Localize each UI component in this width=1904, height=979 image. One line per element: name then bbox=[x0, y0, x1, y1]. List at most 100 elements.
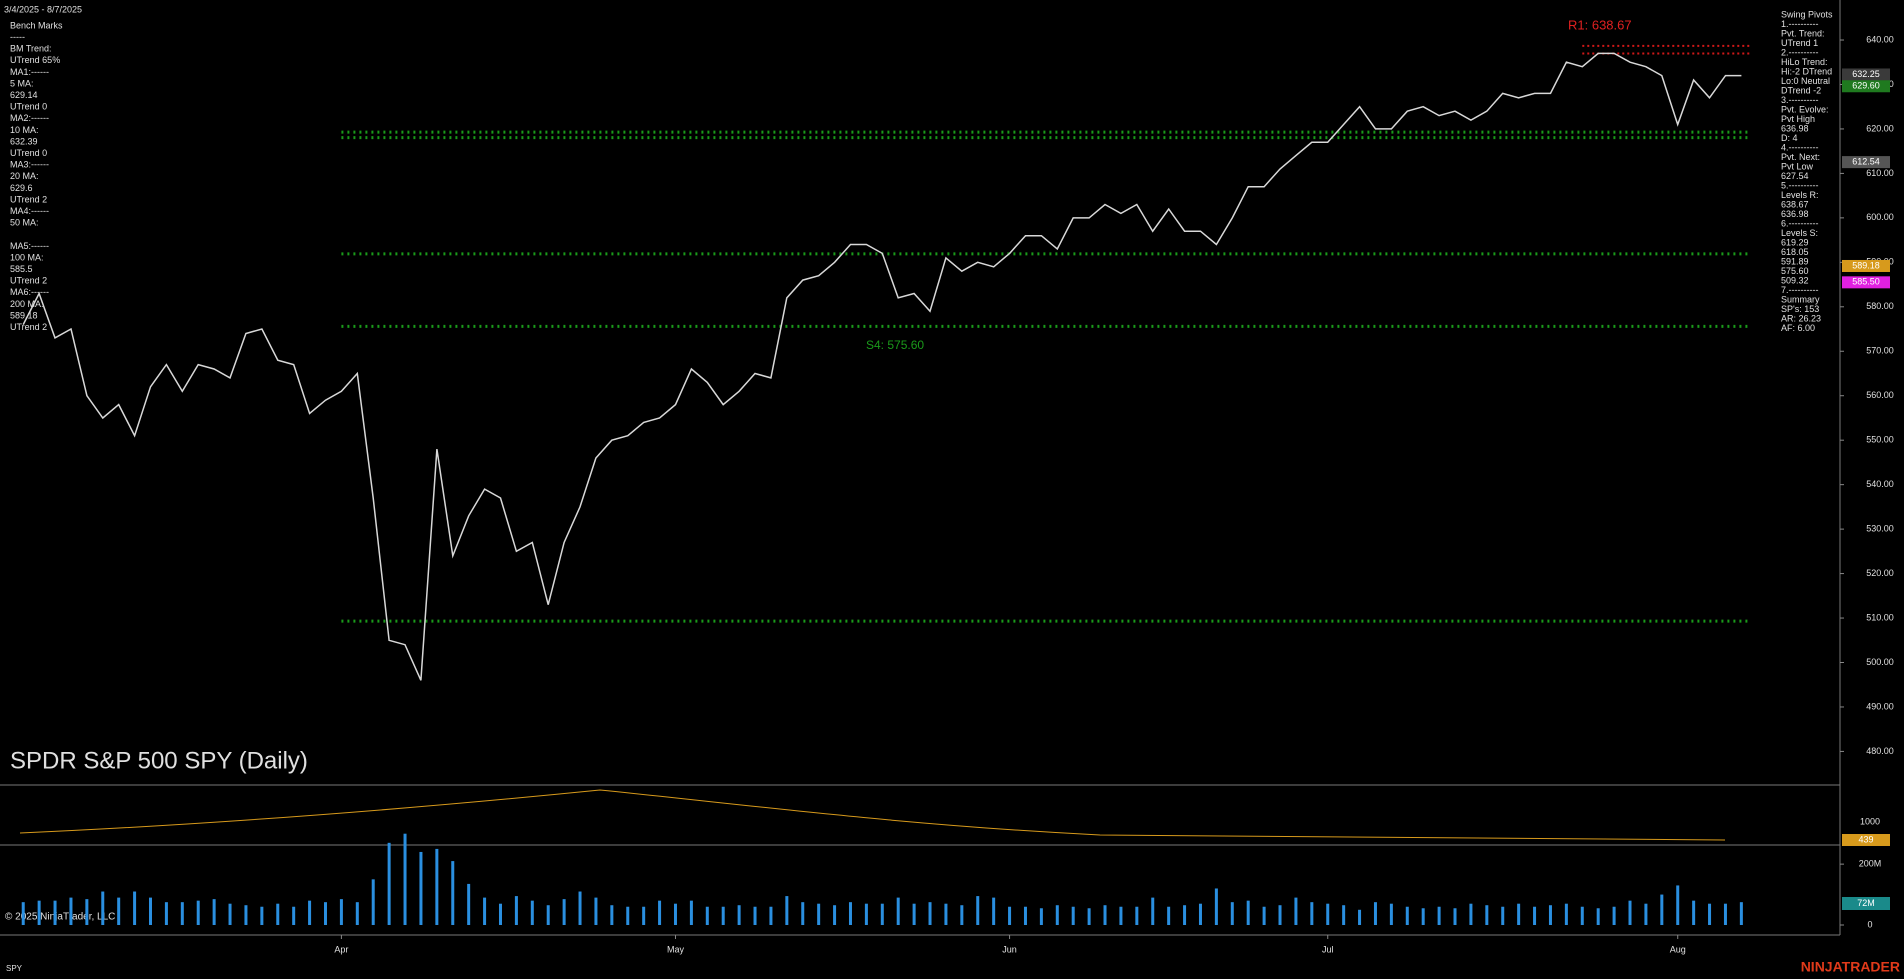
volume-bar bbox=[896, 897, 900, 925]
pivot-text: 509.32 bbox=[1781, 275, 1809, 285]
volume-bar bbox=[1644, 903, 1648, 925]
volume-bar bbox=[864, 903, 868, 925]
volume-bar bbox=[1183, 905, 1187, 925]
pivot-text: Lo:0 Neutral bbox=[1781, 76, 1830, 86]
pivot-text: HiLo Trend: bbox=[1781, 57, 1828, 67]
volume-bar bbox=[164, 902, 168, 925]
volume-bar bbox=[1676, 885, 1680, 925]
volume-bar bbox=[721, 906, 725, 925]
benchmark-text: UTrend 0 bbox=[10, 148, 47, 158]
benchmark-text: 200 MA: bbox=[10, 299, 44, 309]
price-tag-label: 585.50 bbox=[1852, 277, 1880, 287]
volume-bar bbox=[1405, 906, 1409, 925]
volume-bar bbox=[960, 905, 964, 925]
volume-bar bbox=[292, 906, 296, 925]
volume-bar bbox=[705, 906, 709, 925]
brand: NINJATRADER bbox=[1801, 959, 1900, 975]
volume-bar bbox=[21, 902, 25, 925]
indicator-tag bbox=[1842, 834, 1890, 846]
benchmark-text: 589.18 bbox=[10, 310, 38, 320]
volume-bar bbox=[1294, 897, 1298, 925]
volume-bar bbox=[673, 903, 677, 925]
volume-bar bbox=[1628, 900, 1632, 925]
volume-bar bbox=[1564, 903, 1568, 925]
volume-bar bbox=[992, 897, 996, 925]
y-tick-label: 540.00 bbox=[1866, 479, 1894, 489]
price-tag-label: 612.54 bbox=[1852, 156, 1880, 166]
volume-bar bbox=[1151, 897, 1155, 925]
pivot-text: 591.89 bbox=[1781, 256, 1809, 266]
price-tag bbox=[1842, 80, 1890, 93]
volume-bar bbox=[69, 897, 73, 925]
y-tick-label: 600.00 bbox=[1866, 212, 1894, 222]
volume-bar bbox=[498, 903, 502, 925]
volume-bar bbox=[1214, 888, 1218, 925]
volume-bar bbox=[1342, 905, 1346, 925]
pivot-text: UTrend 1 bbox=[1781, 38, 1818, 48]
volume-bar bbox=[1278, 905, 1282, 925]
y-tick-label: 530.00 bbox=[1866, 523, 1894, 533]
volume-bar bbox=[530, 900, 534, 925]
volume-bar bbox=[1071, 906, 1075, 925]
pivot-text: Pvt Low bbox=[1781, 161, 1814, 171]
pivot-text: 618.05 bbox=[1781, 247, 1809, 257]
volume-tick-label: 0 bbox=[1867, 919, 1872, 929]
y-tick-label: 570.00 bbox=[1866, 346, 1894, 356]
volume-bar bbox=[848, 902, 852, 925]
volume-bar bbox=[658, 900, 662, 925]
price-tag-label: 632.25 bbox=[1852, 69, 1880, 79]
y-tick-label: 620.00 bbox=[1866, 123, 1894, 133]
pivot-text: Summary bbox=[1781, 294, 1820, 304]
benchmark-text: MA5:------ bbox=[10, 241, 49, 251]
volume-bar bbox=[880, 903, 884, 925]
price-tag-label: 589.18 bbox=[1852, 260, 1880, 270]
price-tag-label: 629.60 bbox=[1852, 81, 1880, 91]
volume-bar bbox=[1533, 906, 1537, 925]
benchmark-text: MA2:------ bbox=[10, 113, 49, 123]
pivot-text: 627.54 bbox=[1781, 171, 1809, 181]
pivot-text: 4.---------- bbox=[1781, 142, 1818, 152]
volume-bar bbox=[1453, 908, 1457, 925]
volume-bar bbox=[594, 897, 598, 925]
s4-label: S4: 575.60 bbox=[866, 338, 924, 352]
benchmark-text: 5 MA: bbox=[10, 78, 34, 88]
x-tick-label: Jul bbox=[1322, 944, 1334, 954]
volume-bar bbox=[1023, 906, 1027, 925]
volume-bar bbox=[1739, 902, 1743, 925]
volume-bar bbox=[737, 905, 741, 925]
volume-bar bbox=[976, 896, 980, 925]
r1-label: R1: 638.67 bbox=[1568, 17, 1632, 32]
volume-bar bbox=[1501, 906, 1505, 925]
volume-bar bbox=[276, 903, 280, 925]
price-tag bbox=[1842, 276, 1890, 289]
benchmark-text: UTrend 65% bbox=[10, 55, 60, 65]
volume-bar bbox=[1262, 906, 1266, 925]
volume-tag bbox=[1842, 897, 1890, 910]
volume-bar bbox=[944, 903, 948, 925]
volume-tag-label: 72M bbox=[1857, 898, 1875, 908]
pivot-text: Pvt. Evolve: bbox=[1781, 104, 1829, 114]
volume-bar bbox=[1198, 903, 1202, 925]
volume-bar bbox=[801, 902, 805, 925]
volume-bar bbox=[1389, 903, 1393, 925]
benchmark-text: 585.5 bbox=[10, 264, 33, 274]
volume-bar bbox=[1692, 900, 1696, 925]
price-line bbox=[22, 52, 1742, 681]
volume-bar bbox=[1708, 903, 1712, 925]
benchmark-text: 20 MA: bbox=[10, 171, 39, 181]
volume-bar bbox=[1358, 909, 1362, 925]
pivot-text: Pvt. Trend: bbox=[1781, 28, 1825, 38]
volume-bar bbox=[1135, 906, 1139, 925]
pivot-text: AF: 6.00 bbox=[1781, 323, 1815, 333]
volume-bar bbox=[1230, 902, 1234, 925]
date-range: 3/4/2025 - 8/7/2025 bbox=[4, 4, 82, 14]
x-tick-label: May bbox=[667, 944, 685, 954]
pivot-text: 7.---------- bbox=[1781, 285, 1818, 295]
volume-bar bbox=[37, 900, 41, 925]
y-tick-label: 500.00 bbox=[1866, 657, 1894, 667]
pivot-text: Swing Pivots bbox=[1781, 9, 1833, 19]
y-tick-label: 640.00 bbox=[1866, 34, 1894, 44]
benchmark-text: ----- bbox=[10, 32, 25, 42]
volume-bar bbox=[1580, 906, 1584, 925]
